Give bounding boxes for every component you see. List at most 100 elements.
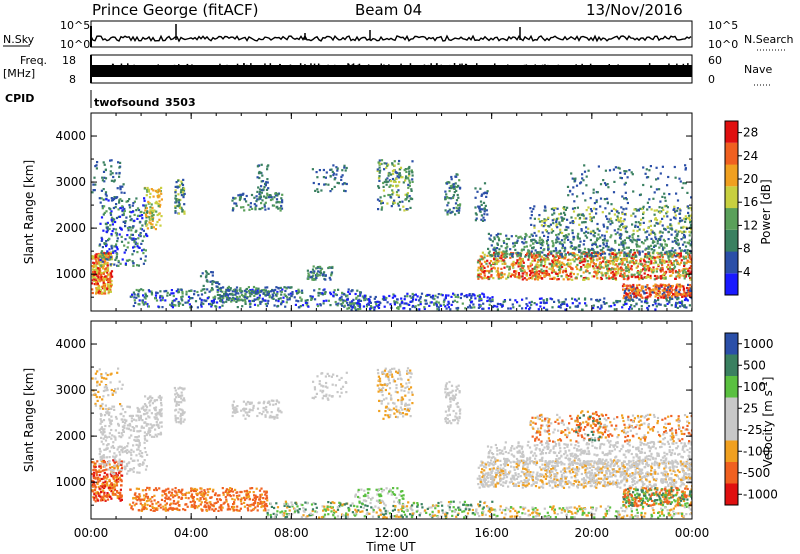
freq-left-tick-top: 18 [62, 54, 76, 67]
power-pixel [434, 302, 438, 305]
power-pixel [114, 258, 117, 261]
power-pixel [257, 287, 260, 290]
power-pixel [483, 207, 486, 210]
power-pixel [142, 289, 145, 292]
power-pixel [374, 295, 377, 299]
power-pixel [687, 256, 690, 259]
power-pixel [625, 225, 628, 228]
power-pixel [216, 281, 219, 285]
power-pixel [337, 288, 340, 291]
power-pixel [573, 207, 576, 210]
power-pixel [592, 251, 596, 255]
power-pixel [501, 303, 504, 306]
power-pixel [205, 271, 208, 274]
power-pixel [146, 227, 149, 230]
power-pixel [546, 242, 549, 245]
power-pixel [456, 300, 459, 304]
power-pixel [511, 266, 515, 269]
power-pixel [455, 189, 458, 192]
power-pixel [489, 234, 493, 237]
power-pixel [472, 303, 475, 306]
power-pixel [149, 192, 152, 195]
power-pixel [590, 220, 593, 223]
power-pixel [323, 271, 326, 274]
freq-right-tick-top: 60 [708, 54, 722, 67]
power-pixel [578, 250, 581, 254]
power-pixel [122, 183, 125, 186]
power-pixel [631, 298, 634, 301]
power-pixel [105, 253, 108, 256]
power-pixel [291, 293, 294, 296]
power-pixel [378, 159, 381, 162]
power-pixel [563, 302, 566, 305]
freq-speck [334, 64, 336, 67]
power-pixel [625, 287, 629, 290]
freq-speck [173, 64, 176, 67]
power-pixel [251, 299, 254, 302]
power-pixel [539, 305, 542, 308]
power-pixel [483, 266, 486, 269]
power-pixel [341, 169, 344, 172]
power-pixel [671, 270, 674, 273]
power-pixel [265, 181, 268, 184]
power-pixel [264, 286, 267, 289]
power-pixel [97, 257, 100, 260]
power-pixel [561, 256, 564, 260]
power-pixel [143, 211, 146, 214]
power-pixel [503, 256, 506, 259]
power-pixel [580, 266, 583, 269]
power-pixel [603, 272, 606, 275]
freq-speck [348, 63, 350, 66]
power-pixel [677, 230, 680, 233]
power-pixel [332, 174, 335, 177]
power-pixel [408, 170, 411, 173]
power-pixel [678, 290, 681, 293]
power-pixel [107, 273, 110, 276]
power-pixel [550, 271, 554, 274]
power-pixel [663, 290, 666, 293]
power-pixel [546, 238, 549, 241]
power-pixel [629, 292, 632, 295]
power-pixel [647, 247, 650, 250]
power-pixel [497, 267, 500, 270]
power-pixel [95, 167, 98, 170]
power-pixel [510, 263, 513, 266]
power-pixel [261, 199, 264, 202]
power-pixel [144, 220, 147, 223]
power-pixel [386, 177, 389, 180]
power-pixel [654, 244, 657, 247]
power-pixel [675, 252, 678, 255]
power-pixel [295, 290, 298, 293]
power-pixel [231, 292, 234, 296]
power-pixel [452, 292, 455, 295]
power-pixel [458, 187, 462, 190]
power-pixel [658, 284, 661, 288]
power-pixel [648, 220, 651, 223]
power-pixel [105, 210, 108, 213]
power-pixel [384, 298, 387, 301]
power-pixel [641, 285, 644, 288]
power-pixel [634, 225, 637, 228]
power-pixel [596, 222, 599, 226]
power-pixel [93, 176, 96, 179]
power-pixel [358, 303, 361, 306]
power-pixel [232, 297, 235, 300]
power-pixel [552, 244, 555, 247]
power-pixel [617, 219, 620, 222]
power-pixel [626, 266, 629, 270]
power-pixel [571, 251, 574, 255]
power-pixel [157, 205, 160, 208]
power-pixel [500, 257, 503, 260]
freq-left-tick-bottom: 8 [69, 73, 76, 86]
power-pixel [377, 185, 380, 188]
power-pixel [649, 219, 652, 223]
power-pixel [676, 260, 679, 263]
power-pixel [678, 256, 681, 259]
power-pixel [493, 236, 496, 239]
power-pixel [575, 246, 578, 249]
power-pixel [397, 194, 400, 197]
power-pixel [679, 261, 683, 264]
power-pixel [521, 307, 524, 310]
freq-speck [186, 64, 189, 67]
power-pixel [408, 303, 411, 306]
